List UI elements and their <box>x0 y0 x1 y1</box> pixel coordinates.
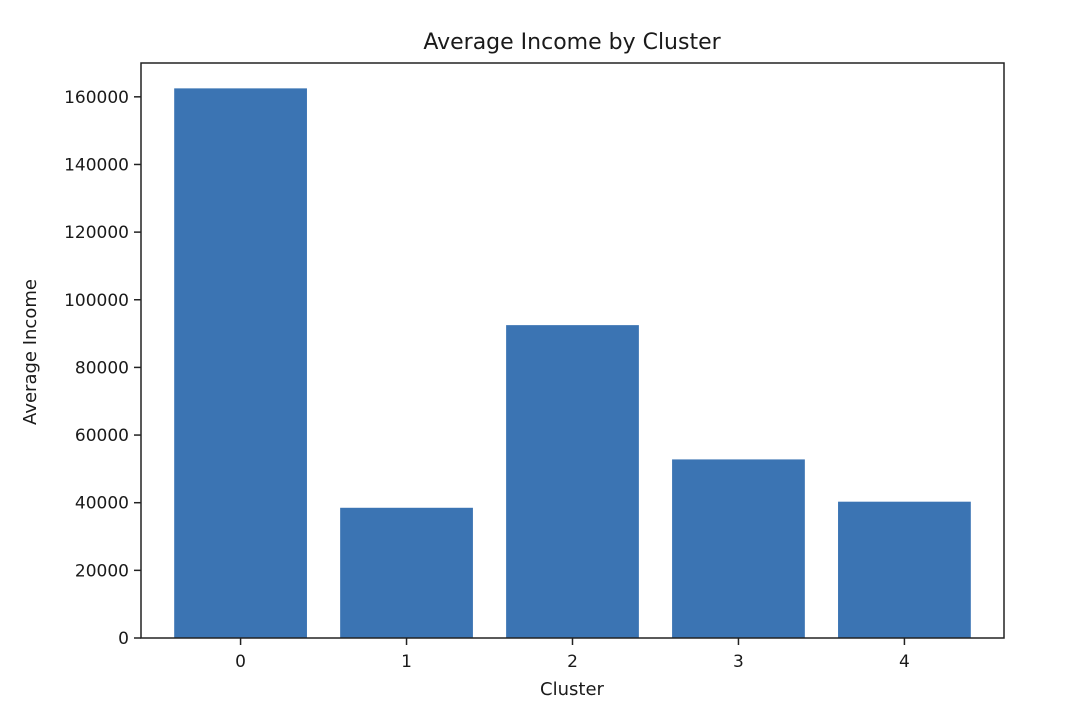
bar-cluster-0 <box>174 88 307 638</box>
y-axis-ticks: 0 20000 40000 60000 80000 100000 120000 140000 1… <box>64 88 141 649</box>
x-tick-label: 3 <box>733 652 744 672</box>
bar-cluster-3 <box>672 459 805 638</box>
bar-cluster-4 <box>838 501 971 638</box>
bar-cluster-1 <box>340 507 473 638</box>
y-tick-label: 80000 <box>75 358 129 378</box>
plot-frame <box>140 62 1005 639</box>
x-axis-ticks: 0 1 2 3 4 <box>235 638 910 672</box>
x-tick-label: 0 <box>235 652 246 672</box>
y-tick-label: 120000 <box>64 223 129 243</box>
x-tick-label: 1 <box>401 652 412 672</box>
y-axis-label: Average Income <box>20 279 41 425</box>
y-tick-label: 0 <box>118 629 129 649</box>
bars-layer <box>174 88 971 638</box>
x-tick-label: 4 <box>899 652 910 672</box>
x-axis-label: Cluster <box>540 679 604 700</box>
bar-cluster-2 <box>506 325 639 638</box>
y-tick-label: 140000 <box>64 155 129 175</box>
y-tick-label: 40000 <box>75 494 129 514</box>
y-tick-label: 20000 <box>75 561 129 581</box>
y-tick-label: 100000 <box>64 291 129 311</box>
chart-title: Average Income by Cluster <box>423 30 721 55</box>
x-tick-label: 2 <box>567 652 578 672</box>
y-tick-label: 60000 <box>75 426 129 446</box>
y-tick-label: 160000 <box>64 88 129 108</box>
